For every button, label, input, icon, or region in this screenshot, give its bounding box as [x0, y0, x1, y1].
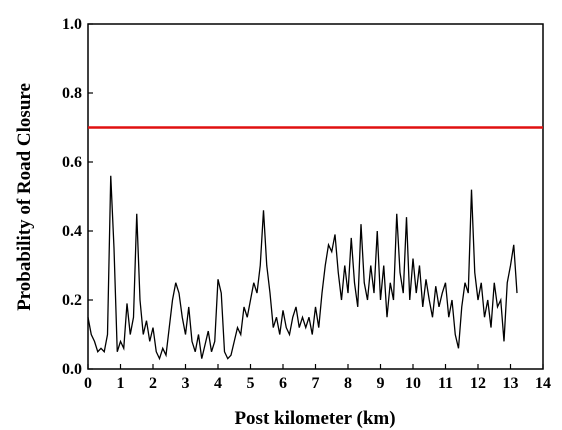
- x-tick-label: 10: [405, 375, 421, 392]
- x-tick-label: 12: [470, 375, 486, 392]
- x-tick-label: 14: [535, 375, 551, 392]
- x-tick-label: 7: [312, 375, 320, 392]
- y-tick-label: 0.8: [62, 85, 82, 102]
- x-tick-label: 5: [247, 375, 255, 392]
- x-tick-label: 11: [438, 375, 453, 392]
- y-tick-label: 0.2: [62, 292, 82, 309]
- x-tick-label: 6: [279, 375, 287, 392]
- x-tick-label: 2: [149, 375, 157, 392]
- y-axis-label: Probability of Road Closure: [14, 83, 35, 311]
- y-tick-label: 0.4: [62, 223, 82, 240]
- y-tick-label: 0.6: [62, 154, 82, 171]
- x-tick-label: 3: [182, 375, 190, 392]
- x-axis-label: Post kilometer (km): [234, 408, 395, 429]
- x-tick-label: 4: [214, 375, 222, 392]
- x-tick-label: 0: [84, 375, 92, 392]
- y-tick-label: 1.0: [62, 16, 82, 33]
- plot-frame: [87, 23, 544, 370]
- x-tick-label: 9: [377, 375, 385, 392]
- data-line: [87, 175, 518, 361]
- x-tick-label: 13: [503, 375, 519, 392]
- x-tick-label: 1: [117, 375, 125, 392]
- y-tick-label: 0.0: [62, 361, 82, 378]
- x-tick-label: 8: [344, 375, 352, 392]
